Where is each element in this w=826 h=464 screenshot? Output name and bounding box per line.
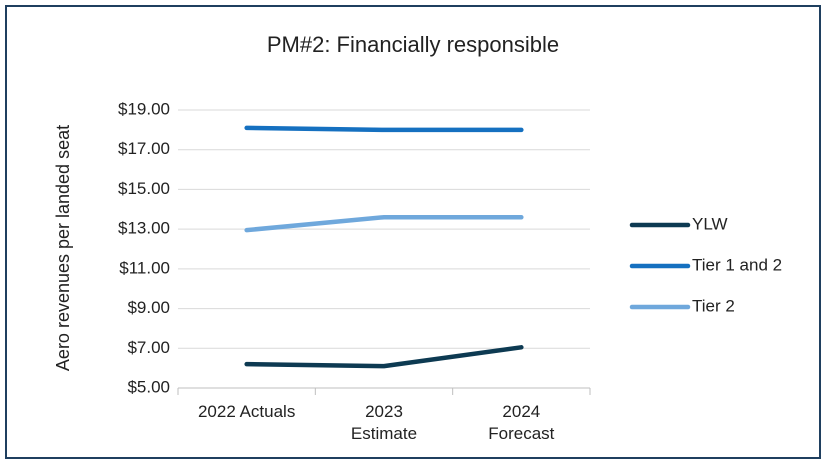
y-tick-label: $9.00	[127, 298, 170, 317]
x-tick-label: 2022 Actuals	[197, 402, 296, 421]
x-tick-label: 2024 Forecast	[488, 402, 555, 443]
y-tick-label: $5.00	[127, 377, 170, 396]
y-tick-label: $11.00	[119, 258, 170, 277]
legend-label: Tier 2	[692, 296, 735, 315]
y-tick-label: $15.00	[118, 179, 170, 198]
line-series	[244, 345, 524, 369]
legend-label: Tier 1 and 2	[692, 255, 782, 274]
y-tick-label: $17.00	[118, 139, 170, 158]
y-axis-label: Aero revenues per landed seat	[53, 125, 73, 371]
y-tick-label: $13.00	[118, 219, 170, 238]
line-series	[244, 125, 524, 133]
y-tick-label: $7.00	[127, 338, 170, 357]
y-tick-label: $19.00	[118, 99, 170, 118]
chart-title: PM#2: Financially responsible	[267, 32, 559, 57]
legend-label: YLW	[692, 214, 728, 233]
line-series	[244, 214, 524, 233]
x-tick-label: 2023 Estimate	[350, 402, 418, 443]
frame	[5, 5, 821, 459]
